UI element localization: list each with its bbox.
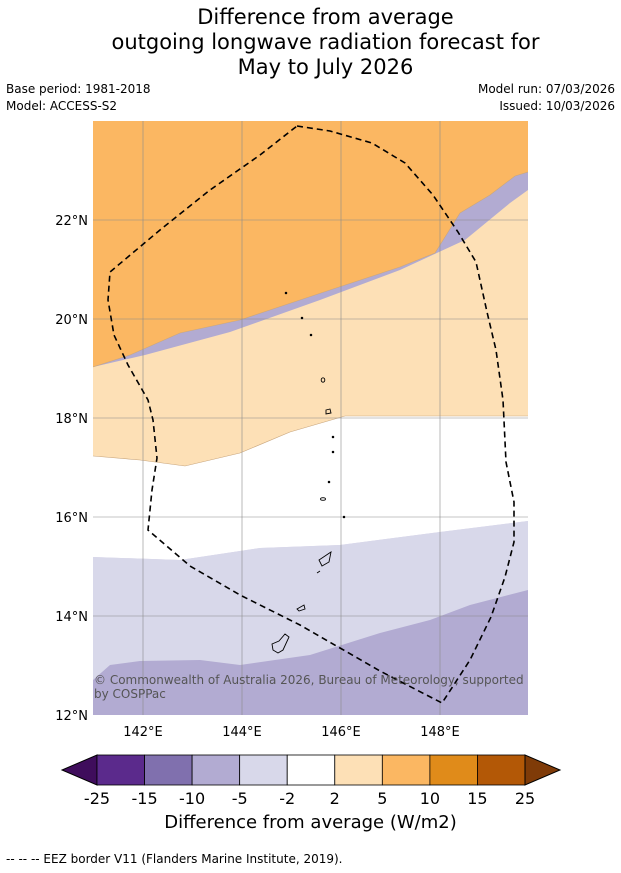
meta-left: Base period: 1981-2018 Model: ACCESS-S2 [6, 81, 151, 115]
colorbar-segment [429, 754, 478, 786]
lat-label: 18°N [55, 412, 88, 427]
colorbar-label: Difference from average (W/m2) [164, 812, 457, 833]
title-line-2: outgoing longwave radiation forecast for [111, 30, 540, 54]
meta-right: Model run: 07/03/2026 Issued: 10/03/2026 [478, 81, 615, 115]
issue-date: Issued: 10/03/2026 [499, 99, 615, 113]
base-period: Base period: 1981-2018 [6, 82, 151, 96]
colorbar-segment [96, 754, 145, 786]
title-line-1: Difference from average [197, 5, 454, 29]
colorbar-tick-label: 2 [330, 789, 340, 808]
colorbar-tick-label: 5 [377, 789, 387, 808]
colorbar-segment [477, 754, 526, 786]
copyright-line-1: © Commonwealth of Australia 2026, Bureau… [94, 673, 524, 687]
island-pagan [325, 408, 332, 415]
lon-label: 146°E [321, 725, 361, 740]
colorbar-segment [191, 754, 241, 786]
colorbar-tick-label: -2 [279, 789, 295, 808]
island-agrihan [320, 377, 326, 383]
lon-labels: 142°E 144°E 146°E 148°E [123, 725, 460, 740]
graticule [93, 121, 528, 715]
colorbar-segment [334, 754, 383, 786]
island-alamagan [331, 435, 335, 439]
model-run: Model run: 07/03/2026 [477, 82, 615, 96]
colorbar-segment [381, 754, 431, 786]
island-sarigan [327, 480, 331, 484]
island-farallon-de-medinilla [342, 515, 346, 519]
lat-label: 12°N [55, 709, 88, 724]
island-asuncion [309, 333, 313, 337]
island-outlines [271, 291, 346, 654]
lat-label: 16°N [55, 511, 88, 526]
island-farallon [284, 291, 288, 295]
lat-labels: 22°N 20°N 18°N 16°N 14°N 12°N [55, 214, 88, 724]
colorbar-tick-label: 25 [515, 789, 535, 808]
colorbar-tick-label: -15 [131, 789, 157, 808]
band-minus2-plus2 [93, 416, 528, 560]
contour-lines [93, 171, 528, 467]
band-minus5-minus2 [93, 521, 528, 680]
colorbar: -25 -15 -10 -5 -2 2 5 10 15 25 [60, 754, 562, 808]
island-aguijan [316, 570, 321, 574]
chart-title: Difference from average outgoing longwav… [0, 5, 621, 80]
island-guam [271, 633, 290, 654]
eez-legend-note: -- -- -- EEZ border V11 (Flanders Marine… [6, 852, 343, 866]
lon-label: 142°E [123, 725, 163, 740]
colorbar-extend-low [60, 754, 98, 786]
model-name: Model: ACCESS-S2 [6, 99, 118, 113]
eez-border [107, 125, 515, 705]
copyright-line-2: by COSPPac [94, 687, 166, 701]
band-plus2-plus5 [93, 190, 528, 466]
colorbar-segment [286, 754, 336, 786]
lon-label: 144°E [222, 725, 262, 740]
island-anatahan [320, 497, 326, 501]
lat-label: 22°N [55, 214, 88, 229]
island-guguan [331, 450, 335, 454]
colorbar-tick-label: 15 [467, 789, 487, 808]
title-line-3: May to July 2026 [237, 55, 414, 79]
band-plus5-plus10 [93, 121, 528, 367]
island-rota [296, 604, 306, 612]
island-saipan [318, 551, 332, 567]
lon-label: 148°E [420, 725, 460, 740]
colorbar-tick-label: -10 [179, 789, 205, 808]
colorbar-extend-high [524, 754, 562, 786]
lat-label: 14°N [55, 610, 88, 625]
colorbar-tick-label: -25 [84, 789, 110, 808]
colorbar-segment [144, 754, 193, 786]
lat-label: 20°N [55, 313, 88, 328]
colorbar-tick-label: -5 [232, 789, 248, 808]
colorbar-tick-label: 10 [420, 789, 440, 808]
colorbar-segment [239, 754, 288, 786]
island-maug [300, 316, 304, 320]
